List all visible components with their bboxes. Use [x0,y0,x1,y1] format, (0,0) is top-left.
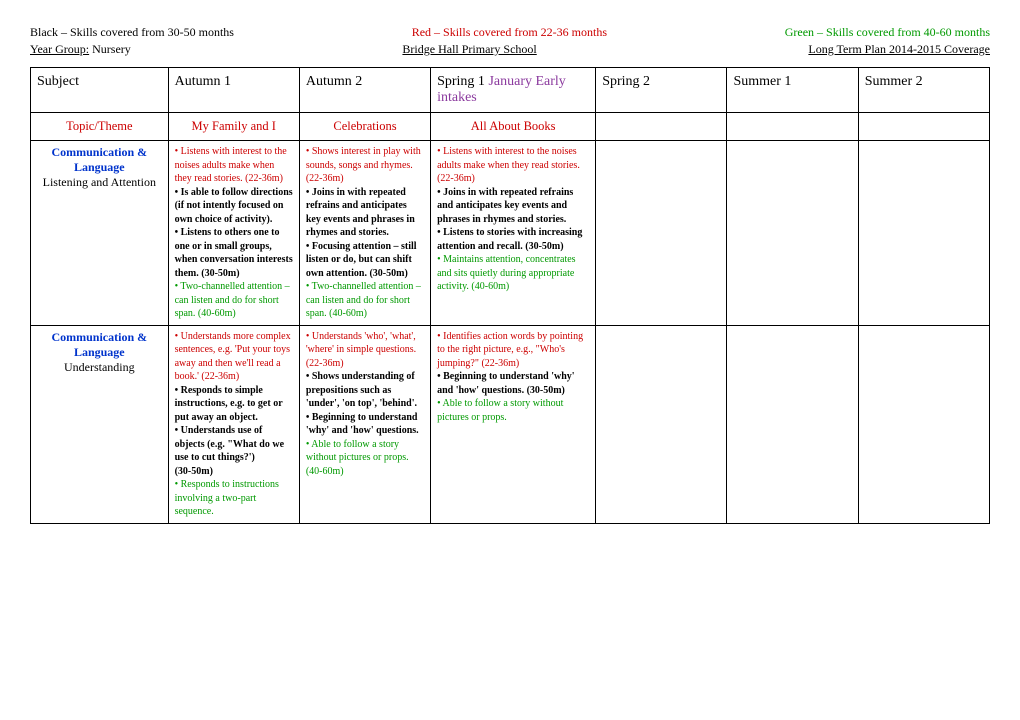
skill-item: Able to follow a story without pictures … [306,438,424,479]
skill-item: Understands use of objects (e.g. "What d… [175,424,293,465]
col-autumn2: Autumn 2 [299,68,430,113]
skill-item: Able to follow a story without pictures … [437,397,589,424]
skill-item: Shows understanding of prepositions such… [306,370,424,411]
skill-item: Responds to instructions involving a two… [175,478,293,519]
skill-item: Listens to stories with increasing atten… [437,226,589,253]
skill-item: Beginning to understand 'why' and 'how' … [306,411,424,438]
skill-item: Responds to simple instructions, e.g. to… [175,384,293,425]
skill-item: Understands 'who', 'what', 'where' in si… [306,330,424,371]
curriculum-table: Subject Autumn 1 Autumn 2 Spring 1 Janua… [30,67,990,524]
cell-r2-summer2 [858,325,989,523]
skill-item: Beginning to understand 'why' and 'how' … [437,370,589,397]
skill-item: Two-channelled attention – can listen an… [306,280,424,321]
skill-item: Shows interest in play with sounds, song… [306,145,424,186]
cell-r2-summer1 [727,325,858,523]
legend-black: Black – Skills covered from 30-50 months [30,25,234,40]
skill-item: Two-channelled attention – can listen an… [175,280,293,321]
skill-item: Listens to others one to one or in small… [175,226,293,280]
school-name: Bridge Hall Primary School [402,42,536,57]
topic-autumn2: Celebrations [299,113,430,141]
year-group: Year Group: Nursery [30,42,131,57]
cell-r2-spring1: Identifies action words by pointing to t… [431,325,596,523]
cell-r1-autumn2: Shows interest in play with sounds, song… [299,141,430,326]
skill-item: (30-50m) [175,465,293,479]
col-spring1: Spring 1 January Early intakes [431,68,596,113]
header-info-row: Year Group: Nursery Bridge Hall Primary … [30,42,990,57]
cell-r1-autumn1: Listens with interest to the noises adul… [168,141,299,326]
legend-red: Red – Skills covered from 22-36 months [412,25,607,40]
subject-understanding: Communication & Language Understanding [31,325,169,523]
legend-row: Black – Skills covered from 30-50 months… [30,25,990,40]
legend-green: Green – Skills covered from 40-60 months [785,25,990,40]
header-row: Subject Autumn 1 Autumn 2 Spring 1 Janua… [31,68,990,113]
row-listening: Communication & Language Listening and A… [31,141,990,326]
topic-autumn1: My Family and I [168,113,299,141]
cell-r1-spring2 [596,141,727,326]
skill-item: Maintains attention, concentrates and si… [437,253,589,294]
topic-label: Topic/Theme [31,113,169,141]
topic-summer2 [858,113,989,141]
col-autumn1: Autumn 1 [168,68,299,113]
cell-r2-autumn1: Understands more complex sentences, e.g.… [168,325,299,523]
skill-item: Understands more complex sentences, e.g.… [175,330,293,384]
skill-item: Listens with interest to the noises adul… [437,145,589,186]
cell-r1-summer2 [858,141,989,326]
cell-r1-summer1 [727,141,858,326]
cell-r1-spring1: Listens with interest to the noises adul… [431,141,596,326]
cell-r2-spring2 [596,325,727,523]
skill-item: Joins in with repeated refrains and anti… [306,186,424,240]
topic-row: Topic/Theme My Family and I Celebrations… [31,113,990,141]
cell-r2-autumn2: Understands 'who', 'what', 'where' in si… [299,325,430,523]
topic-summer1 [727,113,858,141]
col-summer1: Summer 1 [727,68,858,113]
plan-title: Long Term Plan 2014-2015 Coverage [808,42,990,57]
subject-listening: Communication & Language Listening and A… [31,141,169,326]
topic-spring1: All About Books [431,113,596,141]
skill-item: Focusing attention – still listen or do,… [306,240,424,281]
topic-spring2 [596,113,727,141]
col-subject: Subject [31,68,169,113]
row-understanding: Communication & Language Understanding U… [31,325,990,523]
skill-item: Is able to follow directions (if not int… [175,186,293,227]
skill-item: Joins in with repeated refrains and anti… [437,186,589,227]
skill-item: Listens with interest to the noises adul… [175,145,293,186]
col-spring2: Spring 2 [596,68,727,113]
skill-item: Identifies action words by pointing to t… [437,330,589,371]
col-summer2: Summer 2 [858,68,989,113]
